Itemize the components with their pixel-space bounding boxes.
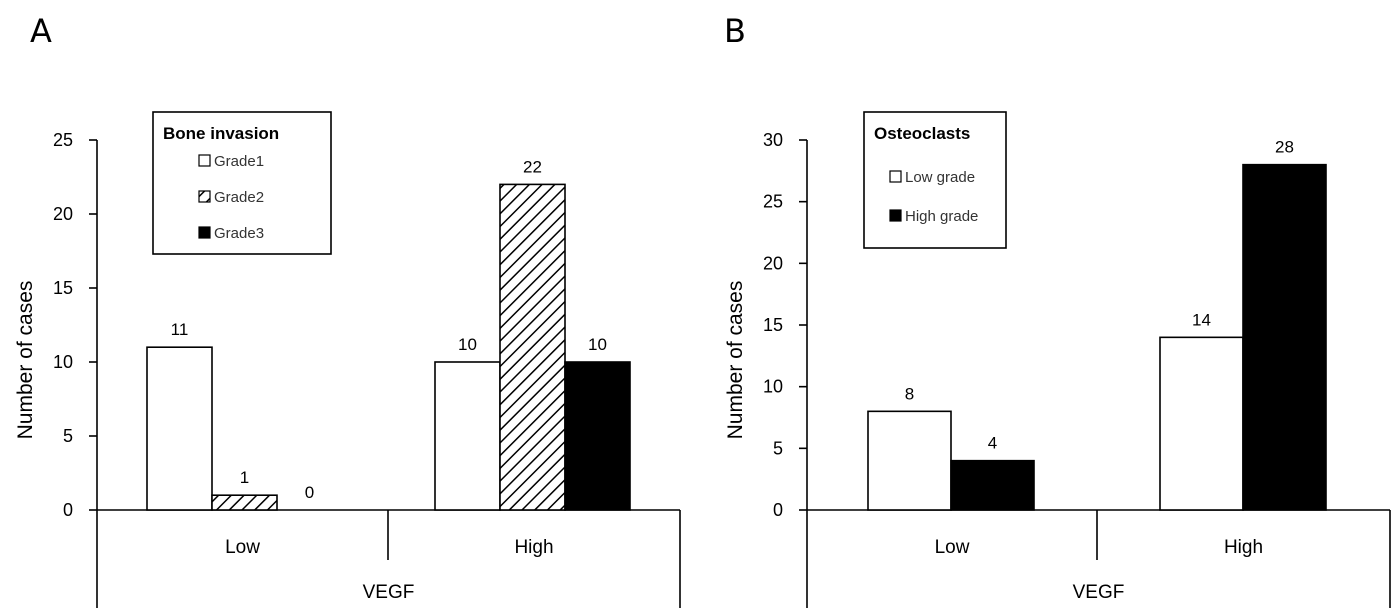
legend-swatch: [198, 226, 211, 239]
x-group-label: VEGF: [1073, 582, 1125, 603]
legend-item-label: High grade: [905, 208, 978, 225]
y-tick-label: 0: [63, 500, 73, 520]
x-category-label: Low: [225, 537, 260, 558]
bar-data-label: 4: [988, 434, 997, 453]
y-tick-label: 25: [763, 192, 783, 212]
bar: [499, 183, 566, 511]
legend-box: [863, 111, 1007, 249]
legend-item-label: Grade1: [214, 153, 264, 170]
legend-item-label: Grade3: [214, 225, 264, 242]
legend-item-label: Grade2: [214, 189, 264, 206]
legend-swatch: [198, 154, 211, 167]
bar: [867, 410, 952, 511]
bar: [434, 361, 501, 511]
bar: [211, 494, 278, 511]
legend-title: Bone invasion: [163, 124, 279, 143]
bar-data-label: 14: [1192, 310, 1211, 329]
x-category-label: High: [514, 537, 553, 558]
bar-data-label: 10: [588, 335, 607, 354]
bar-data-label: 1: [240, 468, 249, 487]
legend-swatch: [198, 190, 211, 203]
bar-data-label: 28: [1275, 138, 1294, 157]
y-tick-label: 25: [53, 130, 73, 150]
y-axis-label: Number of cases: [14, 281, 37, 440]
panel-b-letter: B: [724, 12, 746, 50]
bar: [564, 361, 631, 511]
y-axis-label: Number of cases: [724, 281, 747, 440]
legend-item-label: Low grade: [905, 169, 975, 186]
bar: [1159, 336, 1244, 511]
legend-box: [152, 111, 332, 255]
bar-data-label: 8: [905, 384, 914, 403]
y-tick-label: 30: [763, 130, 783, 150]
bar: [1242, 163, 1327, 511]
y-tick-label: 5: [773, 438, 783, 458]
panel-a-letter: A: [30, 12, 52, 50]
bar-data-label: 10: [458, 335, 477, 354]
y-tick-label: 20: [763, 253, 783, 273]
y-tick-label: 15: [53, 278, 73, 298]
x-category-label: Low: [935, 537, 970, 558]
y-tick-label: 0: [773, 500, 783, 520]
y-tick-label: 20: [53, 204, 73, 224]
bar-data-label: 11: [171, 320, 189, 339]
chart-panel-b: 0 5 10 15 20 25 30 Low High VEGF Number of cases 8 1…: [724, 111, 1391, 608]
bar: [950, 459, 1035, 511]
y-tick-label: 10: [763, 377, 783, 397]
x-category-label: High: [1224, 537, 1263, 558]
legend-swatch: [889, 209, 902, 222]
bar-data-label: 22: [523, 157, 542, 176]
bar-data-label: 0: [305, 483, 314, 502]
legend-swatch: [889, 170, 902, 183]
legend-title: Osteoclasts: [874, 124, 970, 143]
bar: [146, 346, 213, 511]
y-tick-label: 15: [763, 315, 783, 335]
y-tick-label: 5: [63, 426, 73, 446]
y-tick-label: 10: [53, 352, 73, 372]
x-group-label: VEGF: [363, 582, 415, 603]
